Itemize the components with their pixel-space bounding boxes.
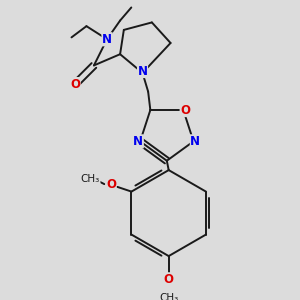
Text: N: N <box>102 33 112 46</box>
Text: N: N <box>133 135 143 148</box>
Text: CH₃: CH₃ <box>81 174 100 184</box>
Text: O: O <box>180 103 190 116</box>
Text: O: O <box>70 78 80 91</box>
Text: CH₃: CH₃ <box>159 293 178 300</box>
Text: O: O <box>106 178 116 190</box>
Text: N: N <box>137 64 148 77</box>
Text: N: N <box>190 135 200 148</box>
Text: O: O <box>164 273 174 286</box>
